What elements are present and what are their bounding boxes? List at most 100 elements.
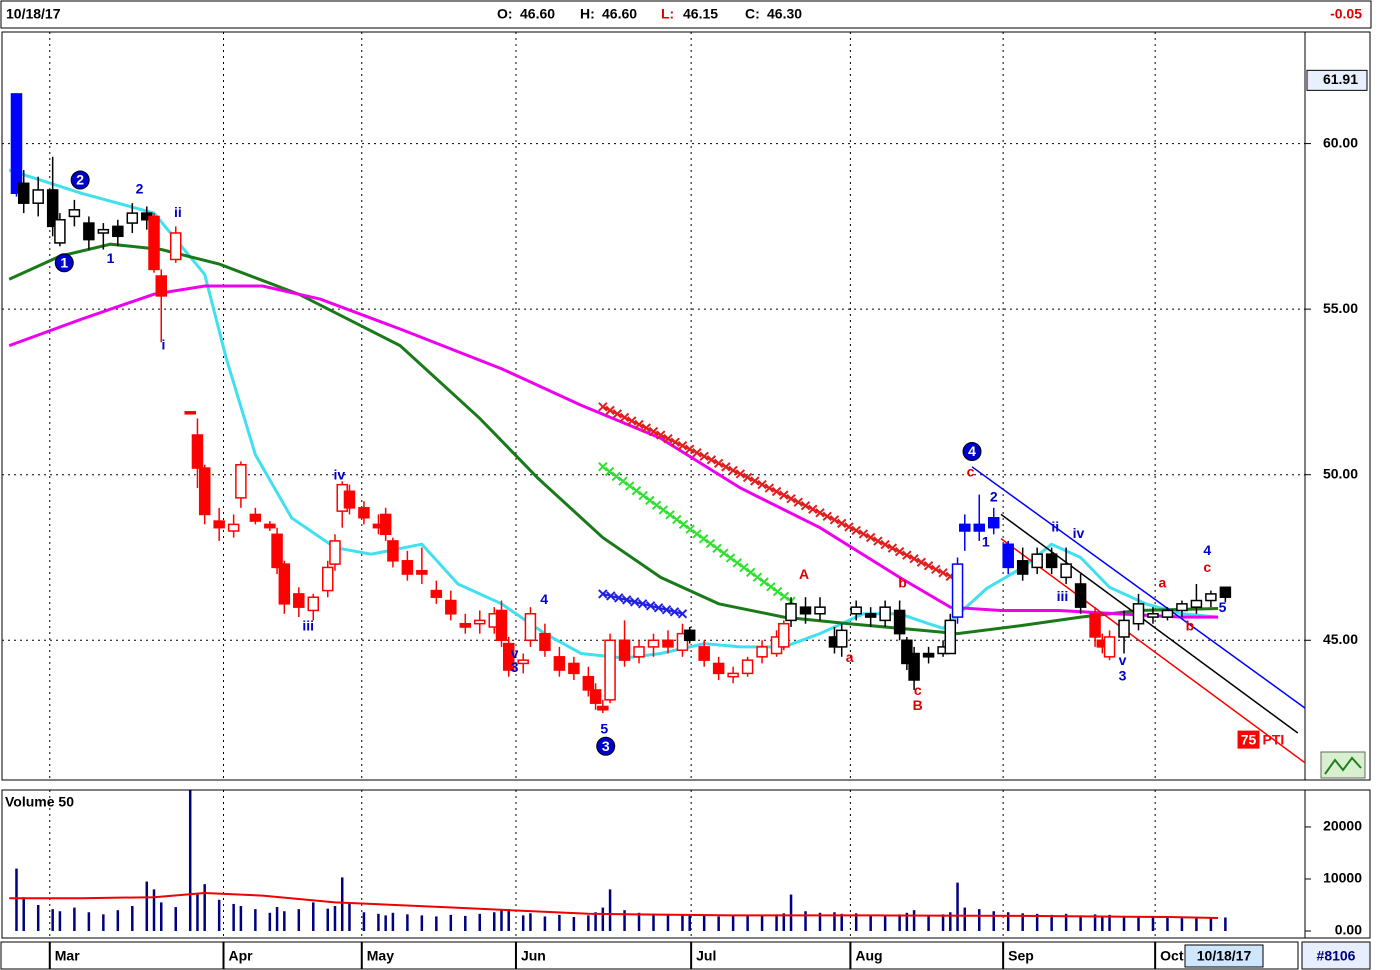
candle-body (901, 639, 913, 665)
candle-body (987, 517, 1000, 529)
wave-label: c (1203, 559, 1211, 575)
x-trend-line (598, 589, 688, 619)
candle-body (1031, 553, 1043, 569)
candle-body (597, 705, 609, 711)
candle-body (387, 540, 399, 562)
wave-label: a (846, 649, 854, 665)
x-tick-label: Jun (521, 948, 546, 964)
candle-body (1219, 586, 1232, 598)
candle-body (307, 596, 320, 612)
candle-body (712, 662, 725, 675)
candle-body (235, 464, 247, 499)
candle-body (944, 619, 957, 655)
candle-body (1161, 609, 1174, 618)
wave-label: 2 (136, 181, 144, 197)
wave-label: 2 (76, 172, 84, 188)
candle-body (951, 563, 964, 618)
header-date: 10/18/17 (6, 6, 61, 22)
wave-label: B (913, 697, 923, 713)
wave-label: ii (1051, 518, 1059, 534)
y-tick-label: 45.00 (1323, 631, 1358, 647)
wave-circle (54, 253, 74, 273)
wave-label: i (161, 336, 165, 352)
candle-body (271, 533, 283, 569)
candle-body (329, 540, 341, 565)
candle-body (1118, 619, 1130, 638)
wave-label: v (1119, 652, 1127, 668)
candle-body (1176, 603, 1188, 612)
moving-average (8, 284, 1219, 619)
tool-icon-glyph (1324, 756, 1362, 775)
candle-body (278, 563, 291, 605)
y-tick-label: 60.00 (1323, 134, 1358, 150)
candle-body (727, 672, 739, 678)
candle-body (343, 490, 356, 509)
candle-body (524, 613, 537, 642)
wave-label: 5 (600, 720, 608, 736)
x-tick-label: Oct (1160, 948, 1184, 964)
candle-body (633, 646, 645, 658)
candle-body (83, 222, 95, 241)
close-value: 46.30 (767, 6, 802, 22)
high-value: 46.60 (602, 6, 637, 22)
candle-body (698, 646, 710, 661)
high-label: H: (580, 6, 595, 22)
candle-body (799, 606, 812, 615)
price-marker (1306, 69, 1368, 91)
wave-label: iv (1073, 525, 1085, 541)
candle-body (97, 228, 110, 234)
candle-body (973, 523, 985, 532)
header-bar (0, 0, 1372, 29)
tool-icon[interactable] (1320, 751, 1366, 779)
wave-circle (962, 442, 982, 462)
wave-circle (596, 736, 616, 756)
volume-tick-label: 0.00 (1335, 922, 1362, 938)
wave-label: 4 (968, 443, 976, 459)
candle-body (322, 566, 334, 592)
volume-tick-label: 10000 (1323, 870, 1362, 886)
candle-body (683, 629, 696, 642)
candle-body (1002, 543, 1014, 569)
candle-body (502, 642, 515, 671)
candle-body (112, 225, 124, 238)
wave-label: iv (333, 466, 345, 482)
candle-body (814, 606, 826, 615)
volume-average (9, 891, 1219, 919)
wave-label: b (898, 575, 907, 591)
candle-body (1089, 613, 1101, 638)
candle-body (756, 646, 768, 658)
volume-axis (1304, 789, 1371, 939)
wave-label: iii (302, 618, 314, 634)
candle-body (676, 632, 689, 651)
candle-body (379, 513, 392, 536)
wave-label: 1 (107, 250, 115, 266)
candle-body (126, 212, 139, 224)
wave-label: 4 (540, 591, 548, 607)
wave-label: c (967, 463, 975, 479)
candle-body (1016, 560, 1029, 575)
candle-body (358, 507, 370, 519)
candle-body (10, 93, 23, 195)
open-label: O: (497, 6, 513, 22)
open-value: 46.60 (520, 6, 555, 22)
wave-label: 2 (990, 489, 998, 505)
candle-body (835, 629, 848, 648)
candle-body (618, 639, 631, 661)
candle-body (293, 593, 305, 608)
candle-body (553, 656, 566, 671)
wave-label: 3 (511, 659, 519, 675)
candle-body (1045, 553, 1058, 569)
wave-label: ii (174, 204, 182, 220)
wave-label: b (1186, 618, 1195, 634)
candle-body (46, 189, 59, 228)
candle-body (430, 589, 443, 598)
wave-label: v (511, 645, 519, 661)
candle-body (1190, 599, 1203, 608)
candle-body (184, 411, 196, 415)
candle-body (54, 218, 66, 244)
channel-line (1000, 513, 1299, 734)
candle-body (850, 606, 862, 615)
candle-body (401, 560, 414, 575)
candle-body (445, 599, 457, 615)
